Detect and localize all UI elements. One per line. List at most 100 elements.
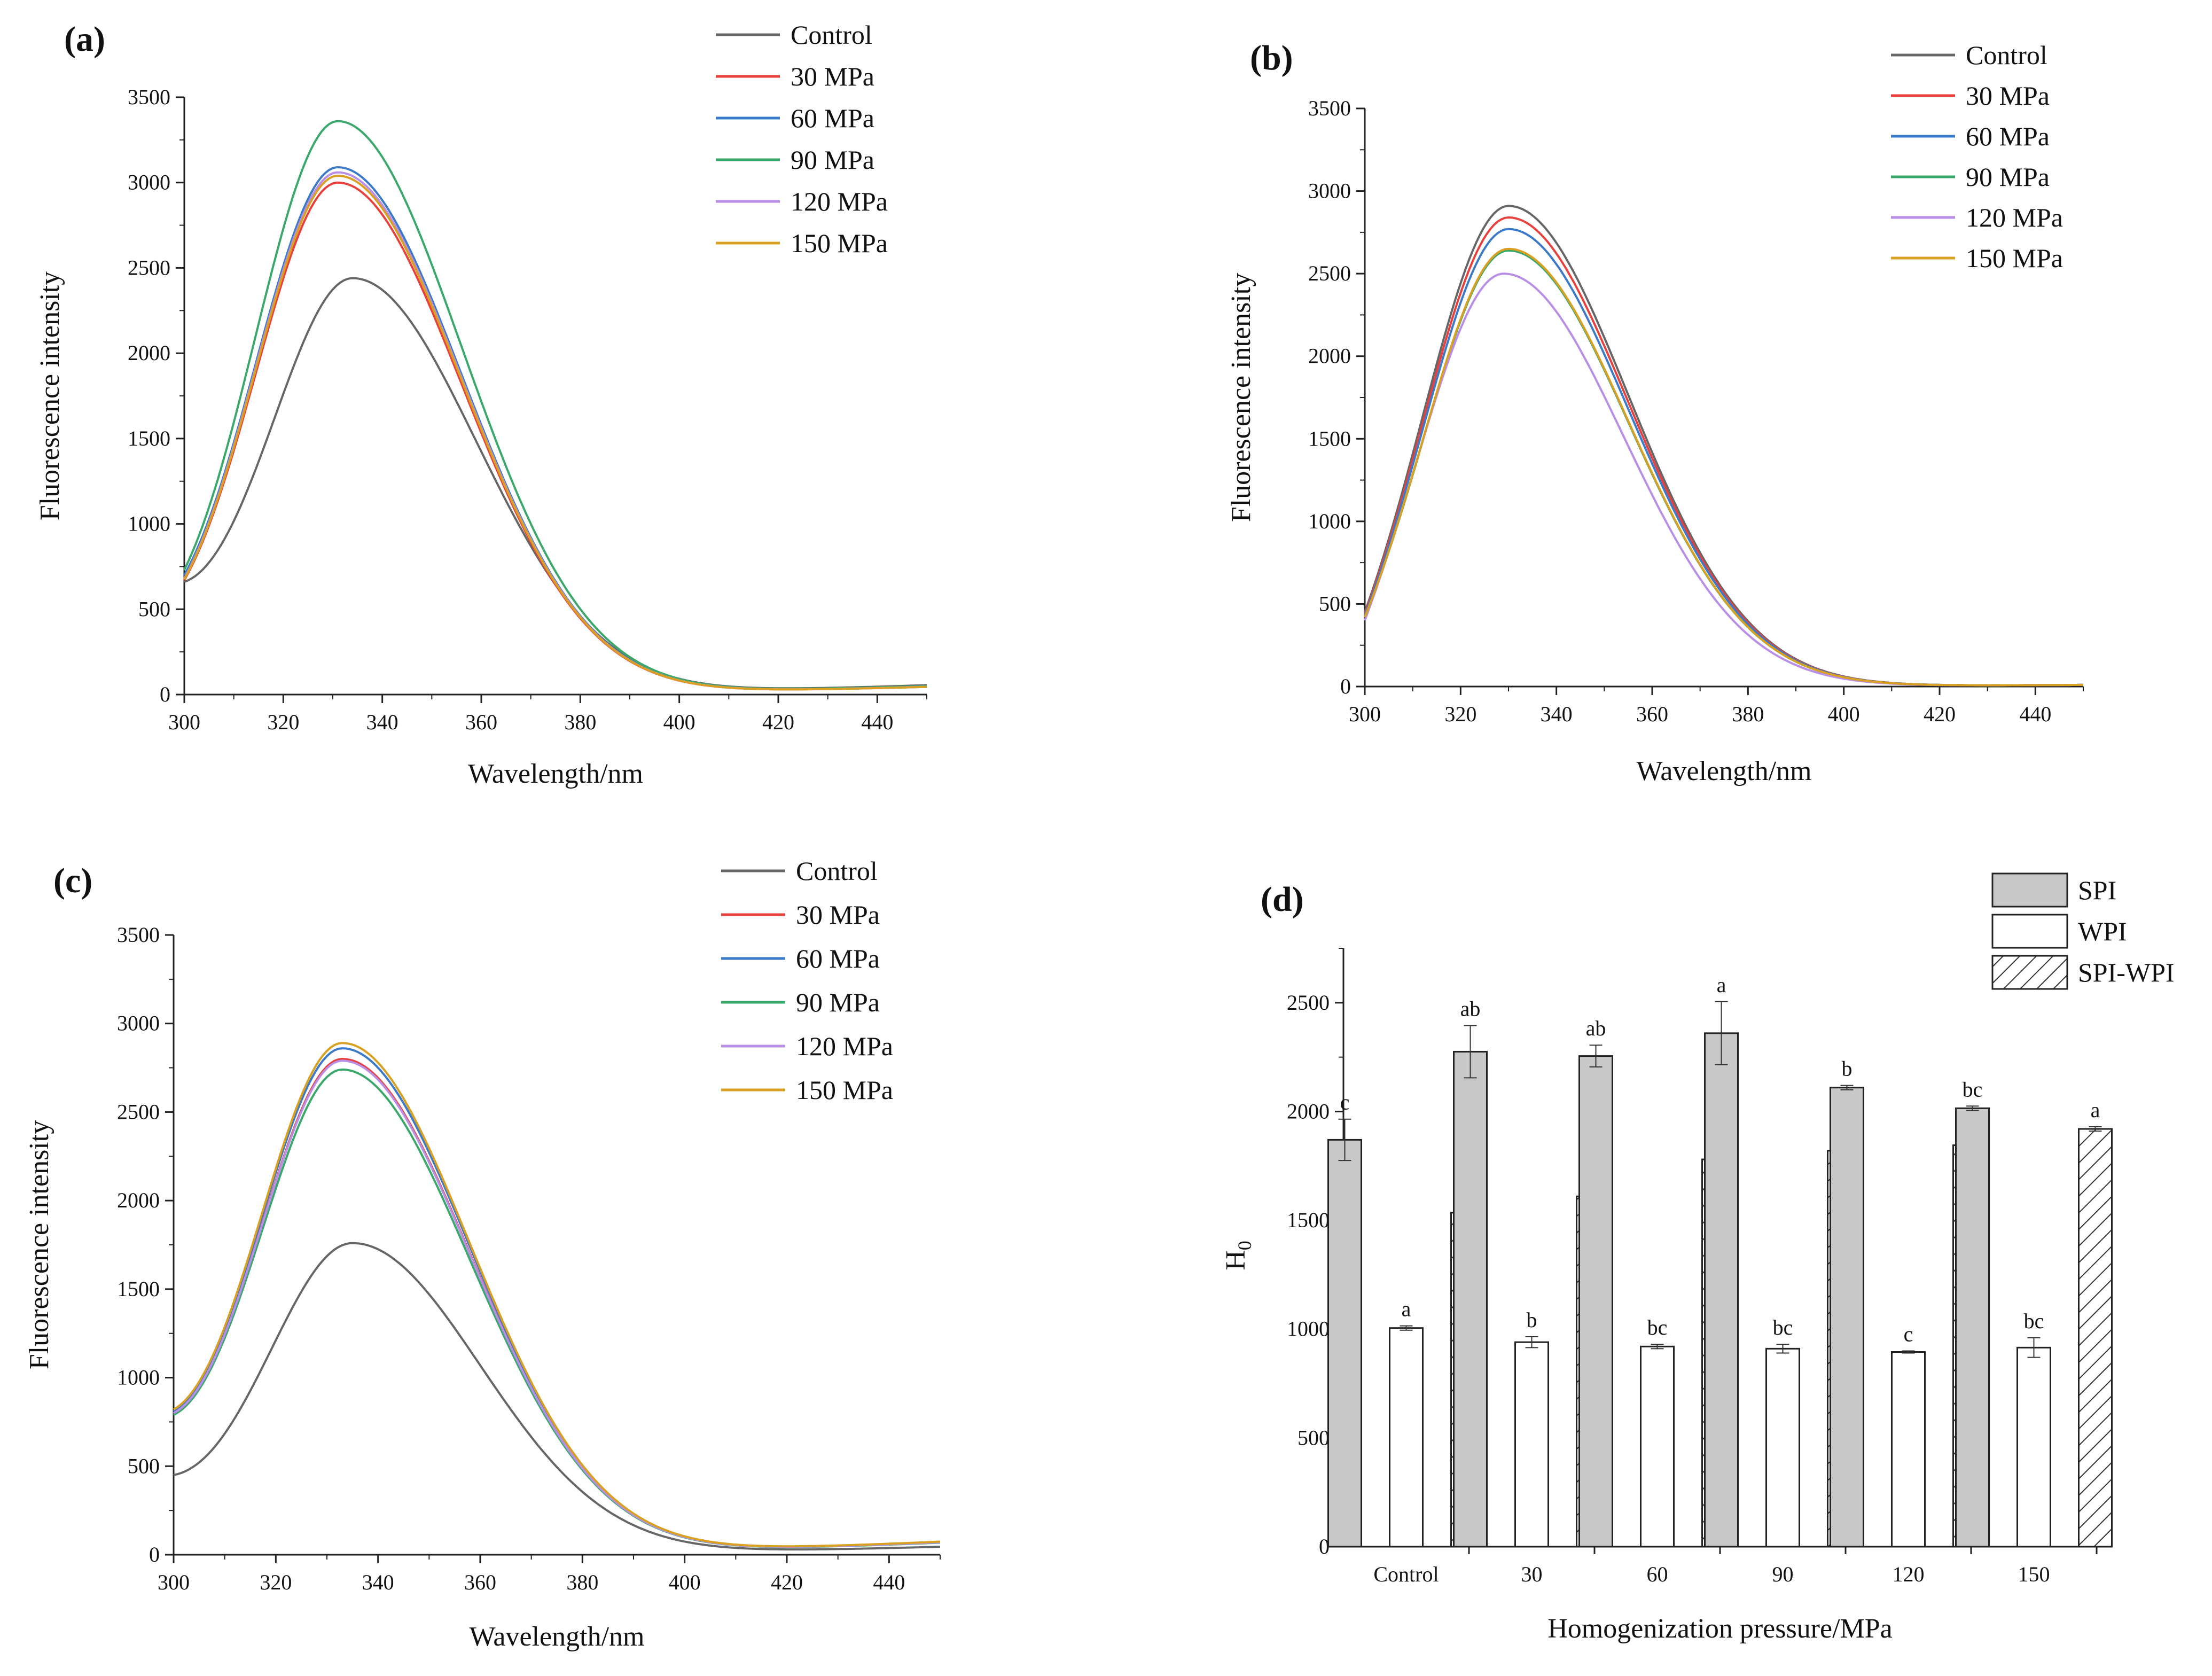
y-tick-label: 3500	[1308, 96, 1351, 120]
bar-spi	[1955, 1107, 1990, 1548]
series-line-30-mpa	[183, 181, 927, 691]
x-tick-label: 380	[564, 710, 596, 734]
y-tick-label: 1500	[117, 1277, 160, 1301]
legend-label: 120 MPa	[796, 1031, 893, 1061]
y-tick-label: 1000	[128, 512, 170, 536]
x-tick-label: 360	[1636, 702, 1668, 726]
panel-label-a: (a)	[64, 20, 105, 59]
series-line-control	[1364, 205, 2083, 687]
legend-label: WPI	[2078, 916, 2127, 946]
bar-spi	[1830, 1087, 1864, 1548]
y-tick-label: 0	[1319, 1534, 1330, 1558]
significance-letter: c	[1904, 1322, 1913, 1346]
y-tick-label: 500	[138, 597, 170, 621]
legend-label: 30 MPa	[1966, 81, 2050, 111]
y-tick-label: 2500	[128, 255, 170, 279]
x-tick-label: 360	[464, 1570, 496, 1594]
panel-label-c: (c)	[53, 861, 92, 900]
x-tick-label: 400	[1828, 702, 1860, 726]
bar-spi	[1327, 1139, 1362, 1548]
bar-spi	[1453, 1050, 1488, 1548]
x-tick-label: 400	[663, 710, 695, 734]
x-tick-label: 440	[2019, 702, 2051, 726]
y-tick-label: 1000	[1308, 509, 1351, 533]
significance-letter: bc	[1647, 1315, 1668, 1339]
y-tick-label: 1500	[128, 426, 170, 450]
legend-label: Control	[791, 20, 872, 50]
legend-label: 60 MPa	[1966, 121, 2050, 151]
y-tick-label: 0	[160, 682, 170, 706]
y-tick-label: 2500	[1308, 261, 1351, 285]
series-line-120-mpa	[1364, 272, 2083, 687]
x-tick-label: 150	[2018, 1562, 2050, 1586]
legend-label: 120 MPa	[1966, 202, 2063, 232]
panel-d: 05001000150020002500Controlcae30abbd60ab…	[1221, 872, 2175, 1644]
y-tick-label: 1500	[1308, 426, 1351, 450]
y-tick-label: 2500	[1287, 991, 1330, 1015]
legend-label: Control	[1966, 40, 2047, 70]
x-tick-label: 320	[267, 710, 299, 734]
y-axis-title: Fluorescence intensity	[24, 1120, 54, 1369]
y-tick-label: 3000	[117, 1011, 160, 1035]
panel-label-d: (d)	[1261, 880, 1304, 919]
series-line-150-mpa	[183, 174, 927, 691]
panel-c: 0 500 1000 1500 2000 2500 3000 3500 300 320 340 360…	[24, 856, 941, 1652]
legend-label: SPI-WPI	[2078, 957, 2175, 987]
series-line-150-mpa	[173, 1042, 941, 1548]
legend-label: Control	[796, 856, 878, 886]
y-tick-label: 500	[1319, 591, 1351, 615]
y-tick-label: 500	[1298, 1425, 1330, 1449]
significance-letter: bc	[1963, 1077, 1983, 1101]
y-axis-title: Fluorescence intensity	[35, 271, 65, 520]
significance-letter: ab	[1586, 1016, 1606, 1040]
x-tick-label: 340	[362, 1570, 394, 1594]
x-tick-label: 300	[158, 1570, 190, 1594]
x-tick-label: 440	[873, 1570, 905, 1594]
y-tick-label: 2000	[128, 341, 170, 365]
x-tick-label: 340	[1541, 702, 1573, 726]
bar-wpi	[1765, 1347, 1800, 1548]
x-tick-label: 30	[1521, 1562, 1543, 1586]
x-tick-label: 300	[168, 710, 200, 734]
legend-label: 150 MPa	[791, 228, 888, 258]
x-tick-label: 380	[1732, 702, 1764, 726]
y-tick-label: 3000	[128, 170, 170, 194]
y-tick-label: 3000	[1308, 179, 1351, 203]
x-tick-label: 120	[1893, 1562, 1925, 1586]
legend-swatch	[1991, 955, 2068, 990]
bar-wpi	[2016, 1346, 2051, 1548]
x-tick-label: 420	[771, 1570, 803, 1594]
x-tick-label: 300	[1349, 702, 1381, 726]
panel-a: 0 500 1000 1500 2000 2500 3000 3500 300 320 340 360…	[35, 20, 927, 789]
series-line-150-mpa	[1364, 247, 2083, 687]
legend-label: 150 MPa	[796, 1075, 893, 1105]
y-tick-label: 2500	[117, 1100, 160, 1124]
y-axis-title: Fluorescence intensity	[1226, 273, 1256, 522]
legend-swatch	[1991, 872, 2068, 908]
legend-label: 90 MPa	[791, 145, 874, 175]
series-line-60-mpa	[173, 1047, 941, 1548]
significance-letter: a	[1402, 1297, 1411, 1321]
significance-letter: b	[1527, 1308, 1537, 1332]
x-tick-label: 420	[762, 710, 794, 734]
significance-letter: bc	[2024, 1309, 2044, 1333]
y-tick-label: 0	[149, 1542, 160, 1566]
x-tick-label: 320	[1444, 702, 1476, 726]
bar-spi	[1578, 1055, 1613, 1548]
x-tick-label: 320	[260, 1570, 292, 1594]
legend-swatch	[1991, 914, 2068, 949]
y-tick-label: 2000	[1308, 344, 1351, 368]
x-tick-label: 440	[861, 710, 893, 734]
x-tick-label: 380	[566, 1570, 598, 1594]
series-line-control	[184, 277, 927, 690]
bar-spi	[1704, 1032, 1739, 1548]
series-line-control	[173, 1242, 941, 1551]
y-tick-label: 0	[1340, 674, 1351, 698]
x-axis-title: Wavelength/nm	[470, 1622, 645, 1652]
legend-label: 90 MPa	[1966, 162, 2050, 192]
y-tick-label: 3500	[128, 85, 170, 109]
y-tick-label: 1000	[1287, 1317, 1330, 1341]
significance-letter: ab	[1460, 997, 1481, 1021]
legend-label: 120 MPa	[791, 186, 888, 216]
